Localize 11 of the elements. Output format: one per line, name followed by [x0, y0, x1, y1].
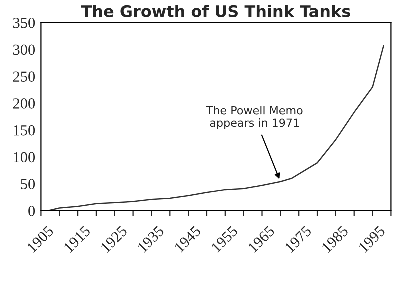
annotation: The Powell Memo appears in 1971 [206, 106, 303, 130]
y-tick-label: 200 [13, 98, 36, 109]
y-tick-label: 100 [14, 152, 36, 163]
y-tick-label: 250 [13, 72, 36, 82]
y-tick-label: 0 [28, 206, 36, 216]
chart-title: The Growth of US Think Tanks [81, 5, 350, 18]
line-series [48, 45, 384, 211]
y-tick-label: 50 [21, 179, 36, 190]
y-tick-label: 350 [13, 18, 36, 28]
y-tick-label: 300 [13, 44, 36, 56]
y-tick-label: 150 [14, 125, 36, 136]
